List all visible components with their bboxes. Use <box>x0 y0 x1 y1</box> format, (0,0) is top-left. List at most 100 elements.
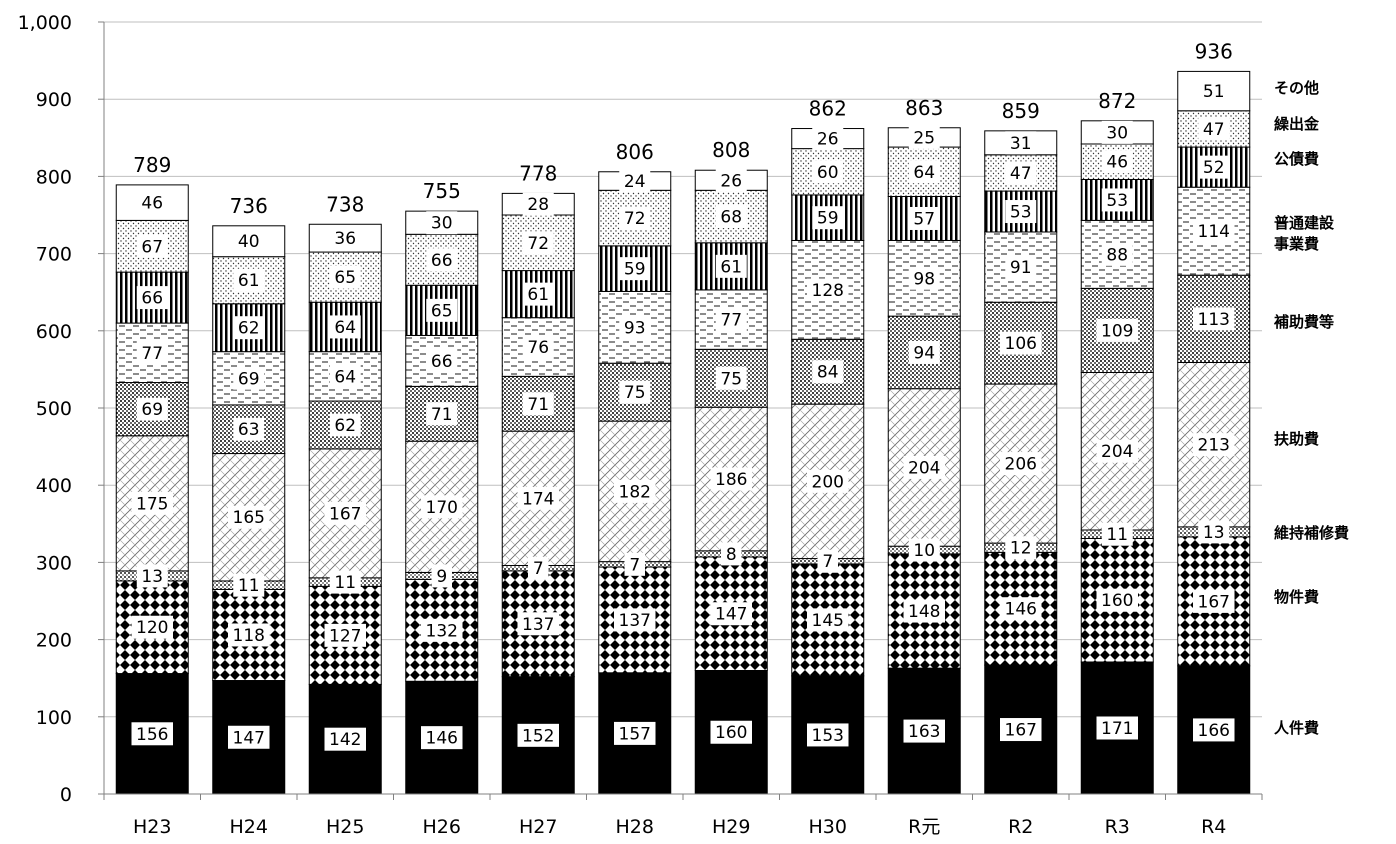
data-label: 7 <box>629 555 640 575</box>
data-label: 28 <box>527 195 549 215</box>
total-label: 806 <box>616 140 654 164</box>
data-label-bg <box>614 721 656 745</box>
data-label: 59 <box>624 260 646 280</box>
data-label: 114 <box>1198 222 1230 242</box>
y-tick-label: 500 <box>36 398 72 420</box>
data-label-bg <box>233 229 265 253</box>
data-label: 30 <box>1106 123 1128 143</box>
data-label-bg <box>908 206 940 230</box>
data-label: 148 <box>908 602 940 622</box>
data-label-bg <box>136 564 168 588</box>
data-label: 65 <box>431 301 453 321</box>
legend-entry: その他 <box>1274 79 1319 97</box>
data-label-bg <box>619 315 651 339</box>
data-label-bg <box>426 402 458 426</box>
data-label: 84 <box>817 363 839 383</box>
data-label-bg <box>517 486 559 510</box>
data-label: 75 <box>624 383 646 403</box>
data-label-bg <box>233 316 265 340</box>
data-label: 66 <box>431 352 453 372</box>
data-label-bg <box>1005 255 1037 279</box>
data-label-bg <box>908 266 940 290</box>
data-label: 182 <box>619 482 651 502</box>
data-label: 160 <box>1101 591 1133 611</box>
x-tick-label: R4 <box>1201 816 1226 838</box>
data-label: 72 <box>624 209 646 229</box>
data-label: 24 <box>624 172 646 192</box>
data-label: 132 <box>426 621 458 641</box>
data-label-bg <box>715 254 747 278</box>
data-label-bg <box>817 549 838 573</box>
bar-stack-H28: 157 137 7 182 75 93 59 72 24 806 <box>598 140 672 795</box>
data-label: 163 <box>908 722 940 742</box>
data-label: 146 <box>426 729 458 749</box>
data-label-bg <box>324 501 366 525</box>
bar-stack-R4: 166 167 13 213 113 114 52 47 51 936 <box>1177 39 1251 795</box>
data-label: 53 <box>1010 203 1032 223</box>
data-label: 64 <box>334 318 356 338</box>
data-label: 142 <box>329 730 361 750</box>
data-label-bg <box>1005 536 1037 560</box>
y-tick-label: 0 <box>60 784 72 806</box>
data-label: 160 <box>715 723 747 743</box>
data-label: 165 <box>233 508 265 528</box>
total-label: 859 <box>1002 99 1040 123</box>
data-label-bg <box>329 570 361 594</box>
data-label-bg <box>710 602 752 626</box>
y-tick-label: 700 <box>36 244 72 266</box>
data-label-bg <box>233 573 265 597</box>
data-label-bg <box>233 417 265 441</box>
data-label-bg <box>903 719 945 743</box>
data-label: 52 <box>1203 158 1225 178</box>
data-label-bg <box>1193 718 1235 742</box>
data-label: 12 <box>1010 539 1032 559</box>
data-label-bg <box>324 623 366 647</box>
total-label: 736 <box>230 194 268 218</box>
data-label-bg <box>619 257 651 281</box>
data-label-bg <box>1005 161 1037 185</box>
data-label-bg <box>1096 588 1138 612</box>
legend-entry: 物件費 <box>1274 588 1319 606</box>
data-label-bg <box>329 413 361 437</box>
data-label-bg <box>528 556 549 580</box>
data-label: 113 <box>1198 310 1230 330</box>
data-label: 128 <box>812 281 844 301</box>
data-label: 175 <box>136 494 168 514</box>
data-label: 13 <box>141 567 163 587</box>
data-label: 25 <box>913 128 935 148</box>
data-label: 9 <box>436 567 447 587</box>
data-label: 53 <box>1106 191 1128 211</box>
data-label-bg <box>807 723 849 747</box>
data-label-bg <box>1101 188 1133 212</box>
data-label: 59 <box>817 209 839 229</box>
data-label-bg <box>908 538 940 562</box>
data-label: 11 <box>1106 525 1128 545</box>
data-label-bg <box>903 599 945 623</box>
data-label-bg <box>431 564 452 588</box>
data-label-bg <box>1198 117 1230 141</box>
data-label: 66 <box>141 289 163 309</box>
data-label-bg <box>329 315 361 339</box>
data-label-bg <box>721 542 742 566</box>
data-label: 137 <box>619 611 651 631</box>
y-tick-label: 300 <box>36 552 72 574</box>
data-label-bg <box>1101 150 1133 174</box>
data-label: 10 <box>913 541 935 561</box>
data-label-bg <box>1198 155 1230 179</box>
data-label-bg <box>324 727 366 751</box>
data-label: 72 <box>527 234 549 254</box>
bar-stack-H24: 147 118 11 165 63 69 62 61 40 736 <box>212 194 286 795</box>
data-label: 11 <box>238 576 260 596</box>
y-tick-label: 200 <box>36 630 72 652</box>
data-label: 186 <box>715 470 747 490</box>
y-tick-label: 800 <box>36 166 72 188</box>
data-label: 88 <box>1106 245 1128 265</box>
bar-stack-H29: 160 147 8 186 75 77 61 68 26 808 <box>694 138 768 795</box>
data-label: 167 <box>1198 592 1230 612</box>
data-label: 26 <box>720 171 742 191</box>
data-label: 166 <box>1198 721 1230 741</box>
data-label-bg <box>715 366 747 390</box>
bar-segment <box>1080 178 1154 221</box>
data-label-bg <box>522 282 554 306</box>
data-label: 47 <box>1010 164 1032 184</box>
